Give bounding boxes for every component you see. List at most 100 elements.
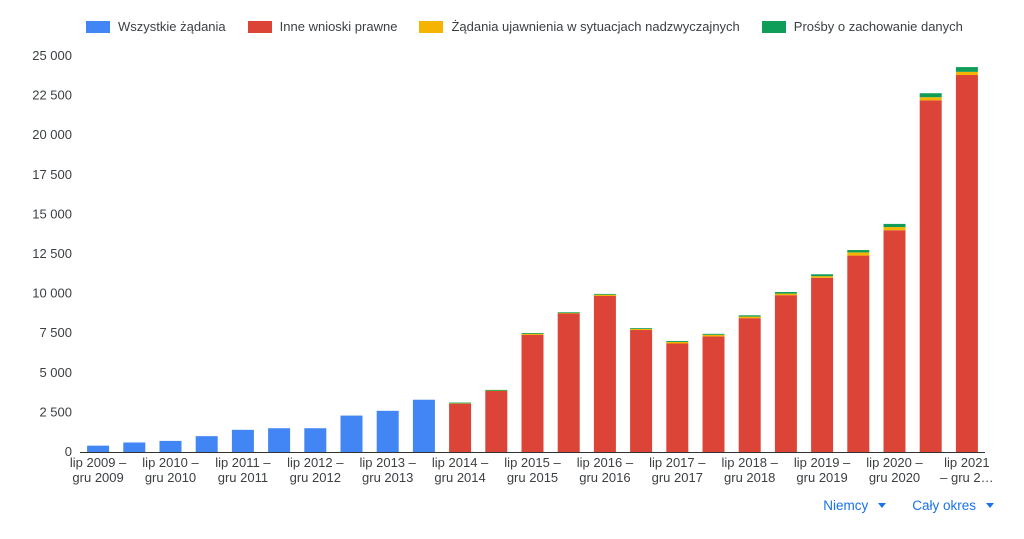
period-dropdown[interactable]: Cały okres <box>912 498 994 513</box>
chart-legend: Wszystkie żądania Inne wnioski prawne Żą… <box>86 19 985 34</box>
bar-segment-series-0 <box>268 428 291 452</box>
bar-segment-series-1 <box>557 313 580 452</box>
bar-segment-series-1 <box>738 318 761 452</box>
x-tick-label: lip 2017 – <box>649 455 706 470</box>
legend-swatch-emergency <box>419 20 444 33</box>
country-dropdown-label: Niemcy <box>823 498 869 513</box>
bar-segment-series-3 <box>485 389 508 391</box>
bar-segment-series-3 <box>630 328 653 329</box>
legend-swatch-preservation <box>761 20 786 33</box>
x-tick-label: gru 2013 <box>362 470 413 485</box>
bar-segment-series-2 <box>630 328 653 331</box>
bar-segment-series-2 <box>666 341 689 344</box>
bar-segment-series-1 <box>485 391 508 452</box>
bar-segment-series-2 <box>702 334 725 337</box>
y-tick-label: 25 000 <box>32 48 72 63</box>
bar-segment-series-0 <box>159 440 182 452</box>
chart-controls: Niemcy Cały okres <box>797 498 994 513</box>
x-tick-label: lip 2013 – <box>360 455 417 470</box>
x-tick-label: gru 2012 <box>290 470 341 485</box>
bar-segment-series-2 <box>919 97 942 101</box>
x-tick-label: lip 2016 – <box>577 455 634 470</box>
bar-segment-series-1 <box>774 295 797 452</box>
country-dropdown[interactable]: Niemcy <box>823 498 887 513</box>
bar-segment-series-0 <box>412 399 435 452</box>
y-tick-label: 2 500 <box>39 404 72 419</box>
x-tick-label: gru 2011 <box>218 470 268 485</box>
y-tick-label: 17 500 <box>32 167 72 182</box>
bar-segment-series-2 <box>774 293 797 296</box>
bar-segment-series-2 <box>811 276 834 278</box>
bar-segment-series-1 <box>702 336 725 452</box>
chevron-down-icon <box>986 503 994 508</box>
bar-segment-series-1 <box>811 277 834 452</box>
legend-swatch-other-legal <box>247 20 272 33</box>
x-tick-label: lip 2012 – <box>287 455 344 470</box>
bar-segment-series-3 <box>847 250 870 253</box>
y-tick-label: 20 000 <box>32 127 72 142</box>
y-tick-label: 5 000 <box>39 365 72 380</box>
bar-segment-series-1 <box>666 343 689 452</box>
x-tick-label: lip 2021 <box>944 455 990 470</box>
x-tick-label: gru 2020 <box>869 470 920 485</box>
legend-item-preservation[interactable]: Prośby o zachowanie danych <box>761 19 963 34</box>
legend-item-all-requests[interactable]: Wszystkie żądania <box>86 19 226 34</box>
bar-segment-series-3 <box>521 333 544 334</box>
legend-label-preservation: Prośby o zachowanie danych <box>793 19 963 34</box>
x-tick-label: lip 2015 – <box>504 455 561 470</box>
x-tick-label: gru 2014 <box>434 470 485 485</box>
chevron-down-icon <box>878 503 887 508</box>
legend-label-emergency: Żądania ujawnienia w sytuacjach nadzwycz… <box>451 19 740 34</box>
x-tick-label: lip 2014 – <box>432 455 489 470</box>
x-tick-label: lip 2018 – <box>722 455 779 470</box>
bar-segment-series-1 <box>630 330 653 452</box>
bar-segment-series-3 <box>919 93 942 98</box>
bar-segment-series-1 <box>883 230 906 452</box>
bar-segment-series-0 <box>87 445 110 452</box>
bar-segment-series-0 <box>304 428 327 452</box>
bar-segment-series-2 <box>883 227 906 231</box>
x-tick-label: gru 2015 <box>507 470 558 485</box>
x-tick-label: gru 2016 <box>579 470 630 485</box>
bar-segment-series-0 <box>376 410 399 452</box>
bar-segment-series-0 <box>340 415 363 452</box>
y-tick-label: 15 000 <box>32 206 72 221</box>
bar-segment-series-1 <box>847 255 870 452</box>
bar-segment-series-3 <box>811 274 834 277</box>
bar-segment-series-3 <box>557 312 580 314</box>
bar-segment-series-2 <box>955 71 978 76</box>
bar-segment-series-3 <box>593 293 616 295</box>
x-tick-label: – gru 2… <box>940 470 993 485</box>
y-tick-label: 22 500 <box>32 88 72 103</box>
legend-item-emergency[interactable]: Żądania ujawnienia w sytuacjach nadzwycz… <box>419 19 740 34</box>
legend-item-other-legal[interactable]: Inne wnioski prawne <box>247 19 398 34</box>
bar-segment-series-3 <box>883 223 906 228</box>
bar-segment-series-3 <box>738 315 761 317</box>
bar-segment-series-1 <box>449 403 472 452</box>
y-tick-label: 7 500 <box>39 325 72 340</box>
x-tick-label: lip 2009 – <box>70 455 127 470</box>
x-tick-label: gru 2009 <box>72 470 123 485</box>
bar-segment-series-2 <box>738 316 761 319</box>
y-tick-label: 12 500 <box>32 246 72 261</box>
y-tick-label: 10 000 <box>32 286 72 301</box>
x-tick-label: lip 2019 – <box>794 455 851 470</box>
bar-segment-series-2 <box>521 333 544 335</box>
bar-segment-series-3 <box>449 402 472 404</box>
x-tick-label: gru 2010 <box>145 470 196 485</box>
bar-segment-series-3 <box>774 292 797 294</box>
bar-segment-series-0 <box>123 442 146 452</box>
x-tick-label: lip 2010 – <box>142 455 199 470</box>
bar-segment-series-3 <box>955 67 978 72</box>
x-tick-label: lip 2020 – <box>866 455 923 470</box>
bar-segment-series-1 <box>955 75 978 453</box>
x-tick-label: lip 2011 – <box>215 455 271 470</box>
bar-segment-series-0 <box>231 429 254 452</box>
x-tick-label: gru 2019 <box>796 470 847 485</box>
bar-segment-series-3 <box>666 340 689 342</box>
bar-segment-series-2 <box>593 294 616 296</box>
legend-label-other-legal: Inne wnioski prawne <box>279 19 398 34</box>
bar-segment-series-1 <box>919 100 942 453</box>
legend-label-all-requests: Wszystkie żądania <box>118 19 226 34</box>
